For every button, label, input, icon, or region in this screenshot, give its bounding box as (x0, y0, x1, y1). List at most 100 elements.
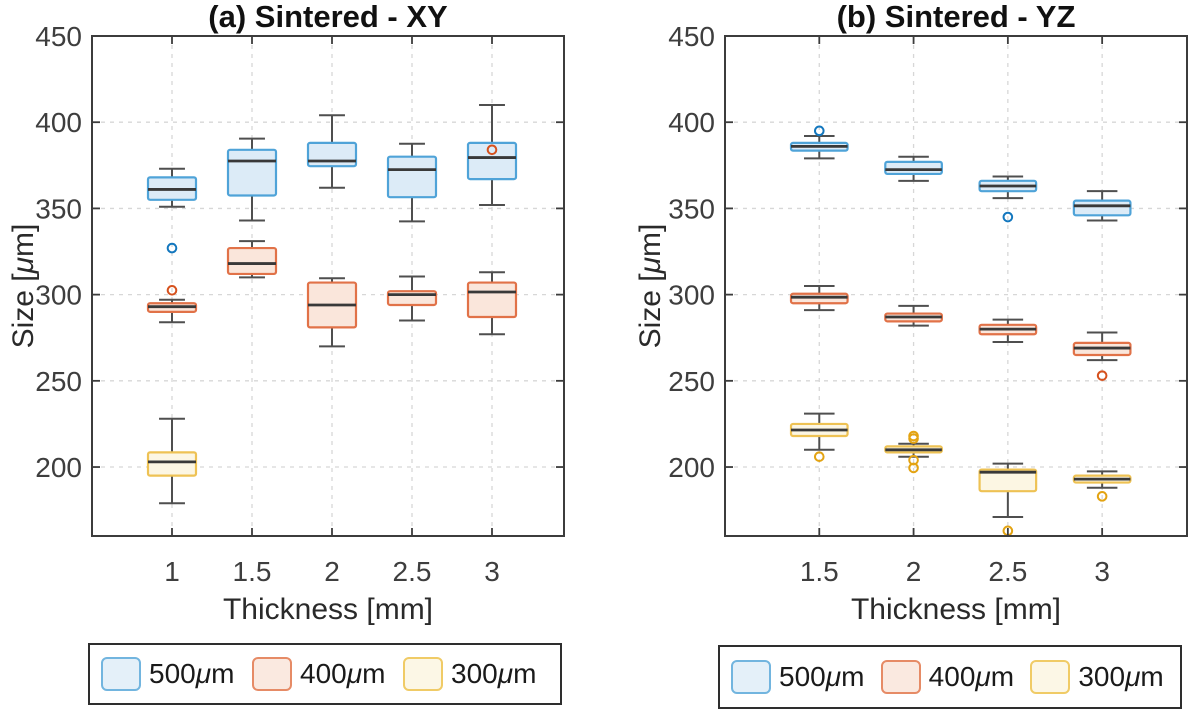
mu-glyph: μ (346, 658, 363, 689)
legend-swatch-300μm (403, 657, 443, 691)
outlier-marker (1096, 491, 1108, 502)
whiskers (159, 167, 185, 208)
box (306, 141, 358, 168)
outlier-marker (486, 144, 498, 156)
y-tick-label: 450 (35, 21, 82, 52)
legend-swatch-400μm (252, 657, 292, 691)
boxplot-chart-sintered-yz: 200 250 300 350 400 450 1.5 2 2.5 3 Size [μm] (634, 21, 1188, 587)
tick-marks (92, 35, 564, 536)
legend-item-300μm: 300μm (403, 657, 554, 691)
outlier-marker (1002, 211, 1014, 223)
whiskers (239, 137, 265, 222)
y-tick-label: 450 (668, 21, 715, 52)
series-500μm (789, 125, 1132, 223)
series-300μm (146, 417, 198, 505)
whiskers (479, 103, 505, 206)
x-axis-label-right: Thickness [mm] (850, 593, 1062, 626)
axes-frame (724, 35, 1188, 537)
x-tick-label: 1.5 (800, 556, 839, 587)
box (466, 281, 518, 319)
x-tick-label: 3 (484, 556, 500, 587)
y-tick-label: 300 (668, 280, 715, 311)
legend-label: 300μm (451, 658, 537, 689)
whiskers (319, 277, 345, 348)
x-tick-label: 2.5 (393, 556, 432, 587)
legend-swatch-500μm (731, 660, 771, 694)
x-axis-label-left: Thickness [mm] (222, 593, 434, 626)
outlier-marker (166, 242, 178, 254)
legend-label: 400μm (928, 661, 1015, 692)
whiskers (804, 285, 835, 312)
outlier-marker (166, 285, 178, 296)
box (386, 155, 438, 199)
y-axis-label: Size [μm] (634, 224, 667, 349)
legend-label: 500μm (779, 661, 865, 692)
axes-frame (91, 35, 565, 537)
legend-item-400μm: 400μm (252, 657, 403, 691)
mu-glyph: μ (1125, 661, 1141, 692)
x-tick-label: 2 (324, 556, 340, 587)
mu-glyph: μ (825, 661, 842, 692)
box (226, 246, 278, 276)
whiskers (399, 142, 425, 223)
y-tick-label: 350 (668, 193, 715, 224)
y-tick-label: 250 (35, 366, 82, 397)
series-400μm (789, 285, 1132, 381)
legend-right: 500μm 400μm 300μm (718, 645, 1182, 709)
outlier-marker (908, 462, 919, 474)
x-tick-label: 2 (906, 556, 922, 587)
box (978, 468, 1038, 493)
legend-item-500μm: 500μm (731, 660, 881, 694)
series-300μm (789, 412, 1132, 537)
legend-swatch-300μm (1030, 660, 1071, 694)
legend-left: 500μm 400μm 300μm (88, 643, 562, 705)
series-400μm (146, 144, 518, 348)
y-tick-label: 350 (35, 193, 82, 224)
legend-item-400μm: 400μm (880, 660, 1031, 694)
boxplot-chart-sintered-xy: 200 250 300 350 400 450 1 1.5 2 2.5 3 Size [μm] (7, 21, 565, 587)
box (226, 148, 278, 197)
mu-glyph: μ (497, 658, 514, 689)
legend-swatch-500μm (101, 657, 141, 691)
legend-label: 300μm (1078, 661, 1164, 692)
box (884, 160, 943, 176)
legend-swatch-400μm (880, 660, 921, 694)
legend-label: 500μm (149, 658, 235, 689)
x-tick-label: 2.5 (988, 556, 1027, 587)
outlier-marker (813, 125, 825, 137)
y-tick-label: 400 (668, 107, 715, 138)
y-tick-label: 200 (668, 452, 715, 483)
y-tick-label: 400 (35, 107, 82, 138)
outlier-marker (908, 433, 919, 444)
series-500μm (146, 103, 518, 254)
tick-marks (725, 35, 1187, 536)
box (1072, 199, 1132, 217)
mu-glyph: μ (195, 658, 212, 689)
whiskers (319, 114, 345, 189)
whiskers (159, 417, 185, 505)
y-axis-label: Size [μm] (7, 224, 40, 349)
chart-title-right: (b) Sintered - YZ (836, 0, 1076, 34)
whiskers (992, 462, 1024, 519)
outlier-marker (813, 451, 825, 462)
y-tick-label: 300 (35, 280, 82, 311)
chart-title-left: (a) Sintered - XY (208, 0, 448, 34)
x-tick-label: 1 (164, 556, 180, 587)
whiskers (804, 412, 835, 451)
y-tick-label: 250 (668, 366, 715, 397)
whiskers (159, 298, 185, 324)
legend-item-500μm: 500μm (101, 657, 252, 691)
outlier-marker (1096, 370, 1108, 381)
grid (725, 35, 1187, 536)
box (466, 141, 518, 181)
legend-label: 400μm (300, 658, 386, 689)
whiskers (239, 240, 265, 279)
whiskers (479, 271, 505, 336)
box (146, 451, 198, 477)
y-tick-label: 200 (35, 452, 82, 483)
x-tick-label: 3 (1094, 556, 1110, 587)
x-tick-label: 1.5 (233, 556, 272, 587)
legend-item-300μm: 300μm (1030, 660, 1180, 694)
whiskers (399, 275, 425, 322)
